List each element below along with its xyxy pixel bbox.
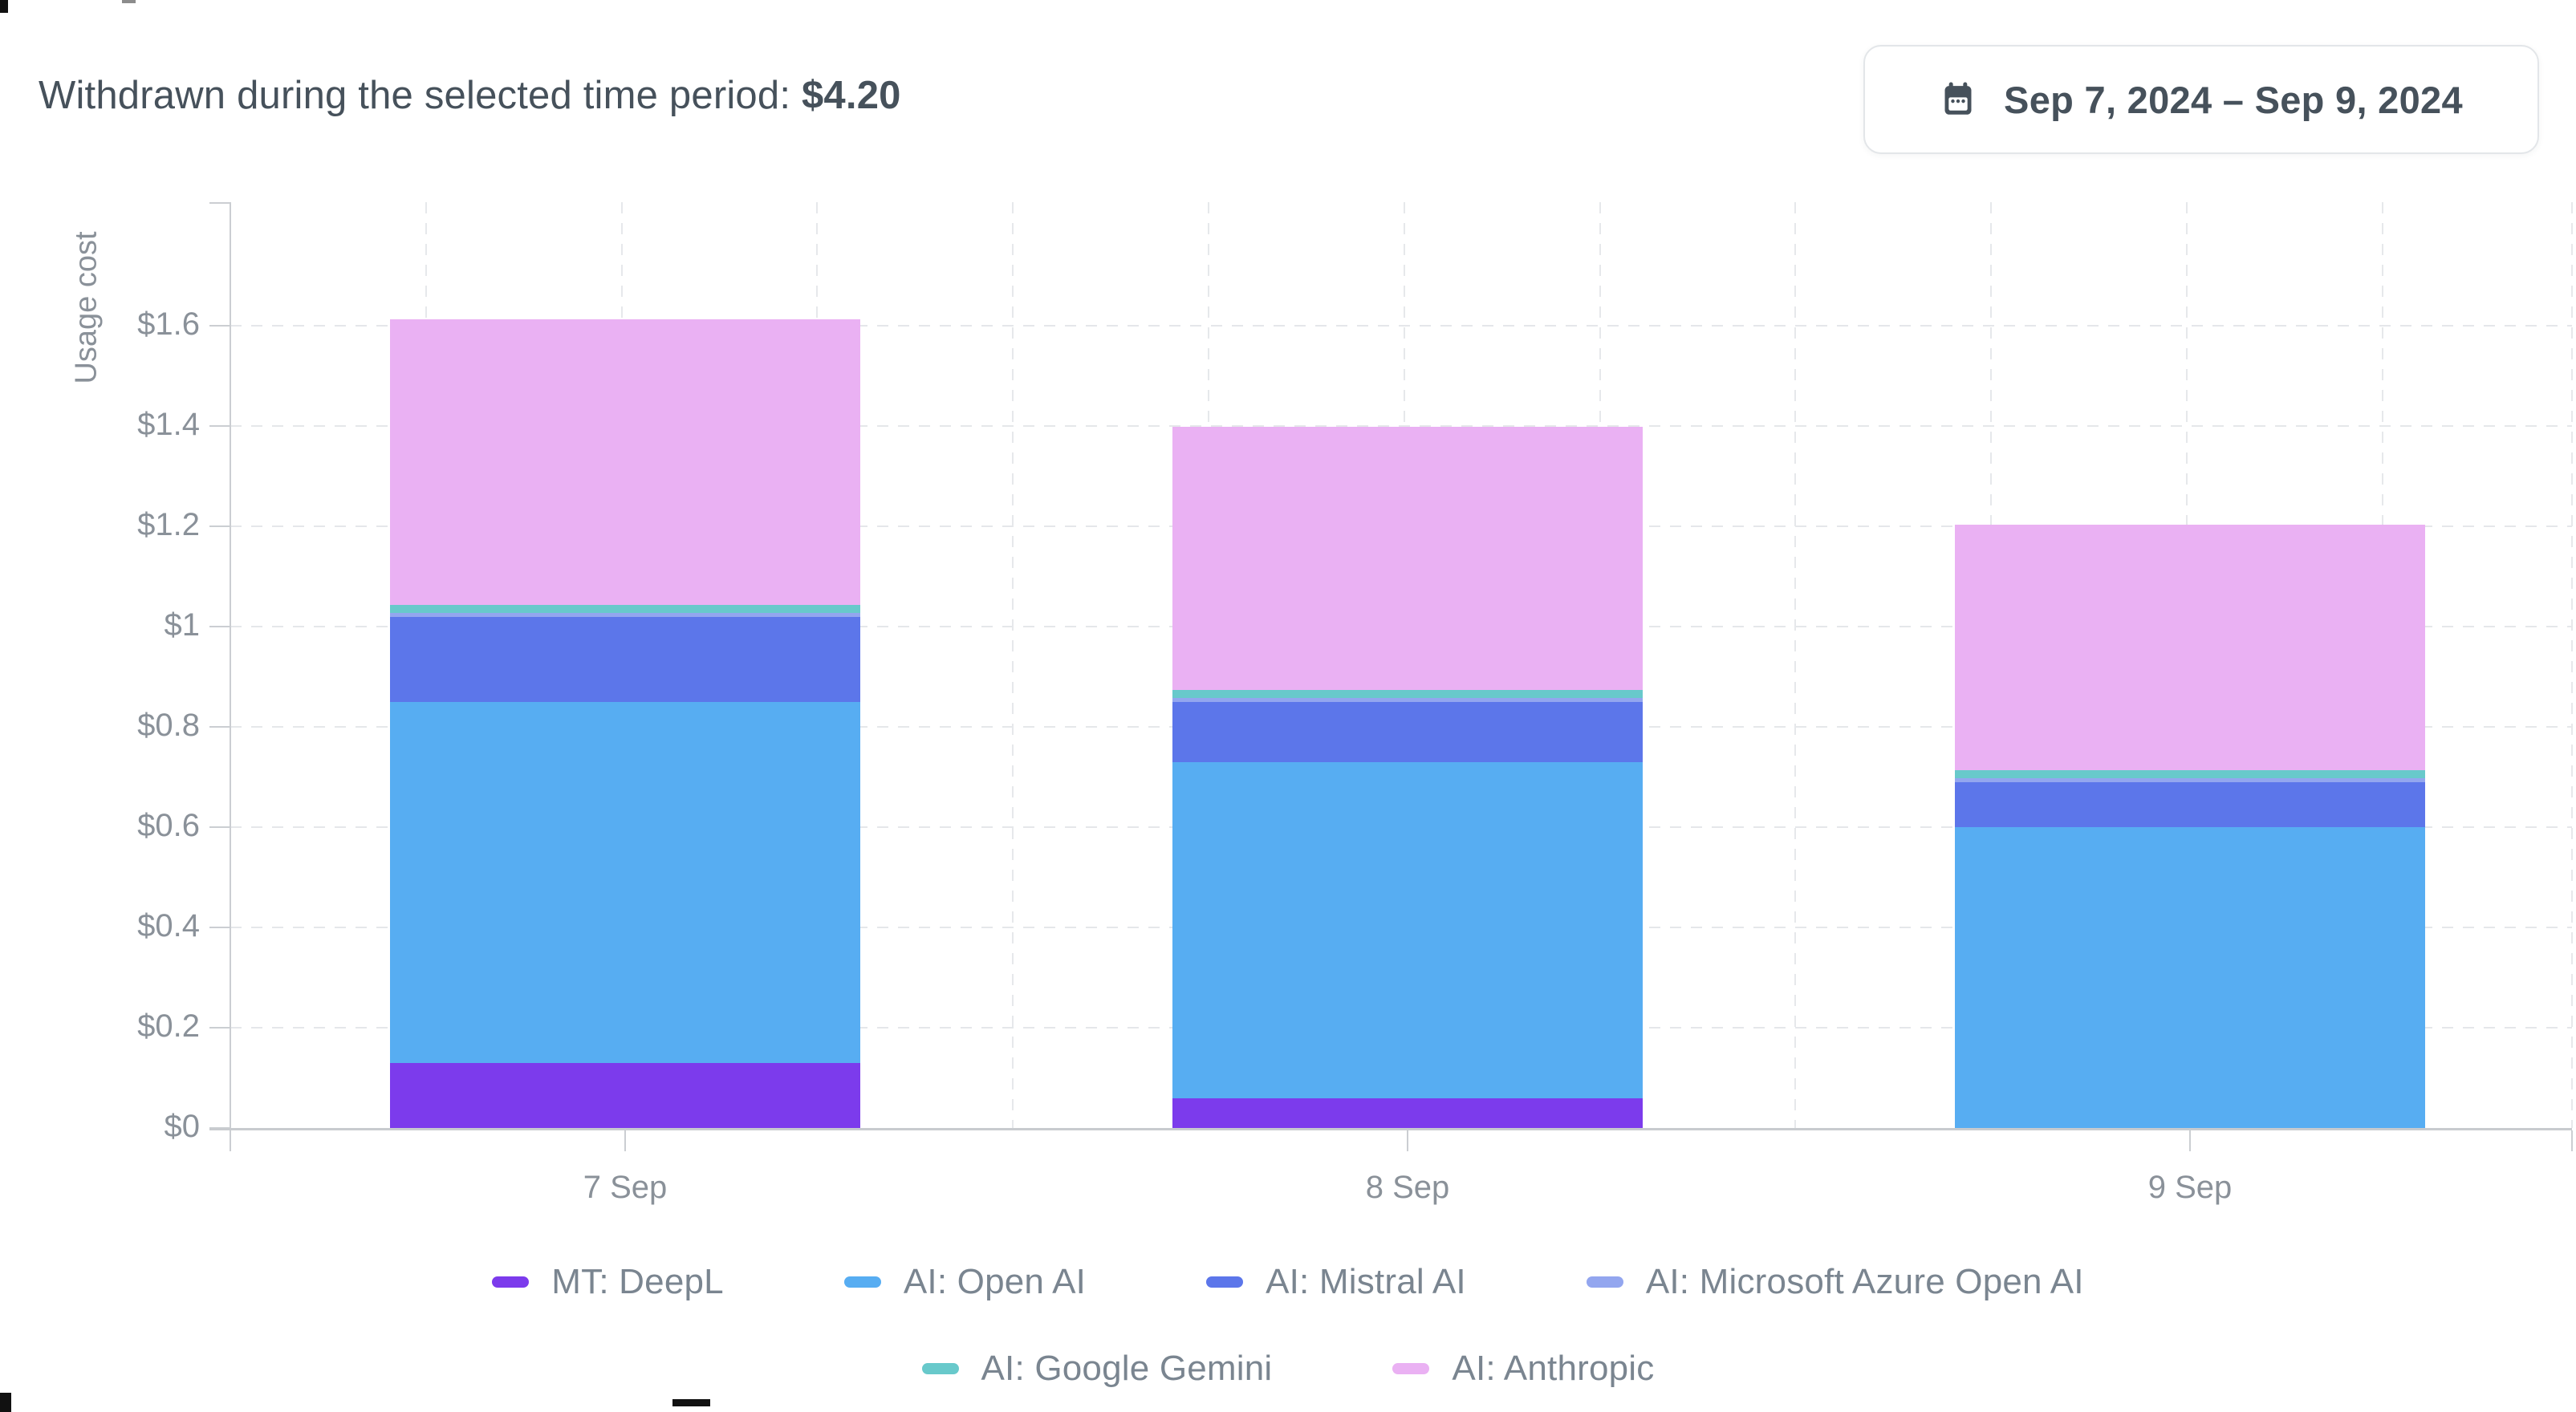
crop-artifact-top-dash [122, 0, 136, 3]
y-axis-label-0: $0 [164, 1109, 201, 1144]
chart-legend-row-2: AI: Google Gemini AI: Anthropic [0, 1348, 2576, 1390]
legend-swatch-ai-mistral-ai [1206, 1276, 1244, 1288]
y-axis-label-1: $0.2 [137, 1008, 200, 1044]
y-axis-label-3: $0.6 [137, 808, 200, 843]
legend-item-ai-open-ai[interactable]: AI: Open AI [843, 1262, 1087, 1302]
legend-item-mt-deepl[interactable]: MT: DeepL [492, 1262, 724, 1302]
y-axis-tick-2 [209, 927, 230, 928]
y-axis-label-4: $0.8 [137, 708, 200, 743]
x-axis-tick-1 [624, 1130, 626, 1151]
bar-segment-8-sep-ai-google-gemini[interactable] [1172, 690, 1643, 698]
legend-label-ai-microsoft-azure-open-ai: AI: Microsoft Azure Open AI [1645, 1262, 2084, 1301]
y-axis-tick-8 [209, 325, 230, 327]
bar-segment-8-sep-mt-deepl[interactable] [1172, 1098, 1643, 1128]
y-axis-tick-6 [209, 525, 230, 527]
page-title-text: Withdrawn during the selected time perio… [39, 74, 791, 117]
legend-label-mt-deepl: MT: DeepL [551, 1262, 724, 1301]
calendar-icon [1944, 82, 1972, 115]
y-axis-tick-4 [209, 726, 230, 728]
bar-segment-7-sep-ai-open-ai[interactable] [390, 701, 860, 1063]
legend-swatch-mt-deepl [492, 1276, 530, 1288]
gridline-h-usd-1.4 [230, 425, 2572, 427]
crop-artifact-top-left [0, 0, 8, 13]
y-axis-label-5: $1 [164, 607, 201, 643]
bar-segment-8-sep-ai-anthropic[interactable] [1172, 427, 1643, 691]
gridline-v-12 [2571, 202, 2573, 1128]
x-axis-tick-2 [1407, 1130, 1408, 1151]
x-axis-label-7-sep: 7 Sep [583, 1170, 668, 1205]
crop-artifact-bottom-left [0, 1393, 11, 1412]
y-axis-tick-7 [209, 425, 230, 427]
y-axis-tick-5 [209, 626, 230, 627]
y-axis-label-2: $0.4 [137, 908, 200, 943]
bar-segment-7-sep-ai-microsoft-azure-open-ai[interactable] [390, 612, 860, 617]
x-axis-label-8-sep: 8 Sep [1365, 1170, 1450, 1205]
legend-label-ai-anthropic: AI: Anthropic [1452, 1349, 1655, 1388]
x-axis-tick-0 [230, 1130, 231, 1151]
legend-item-ai-mistral-ai[interactable]: AI: Mistral AI [1206, 1262, 1466, 1302]
bar-segment-8-sep-ai-mistral-ai[interactable] [1172, 701, 1643, 762]
bar-segment-7-sep-mt-deepl[interactable] [390, 1062, 860, 1128]
legend-item-ai-google-gemini[interactable]: AI: Google Gemini [921, 1349, 1273, 1389]
y-axis-label-8: $1.6 [137, 306, 200, 342]
legend-swatch-ai-anthropic [1392, 1363, 1430, 1374]
crop-artifact-bottom-dash [672, 1399, 710, 1406]
y-axis-line [230, 202, 231, 1128]
y-axis-tick-1 [209, 1027, 230, 1029]
legend-label-ai-google-gemini: AI: Google Gemini [981, 1349, 1273, 1388]
legend-item-ai-microsoft-azure-open-ai[interactable]: AI: Microsoft Azure Open AI [1586, 1262, 2084, 1302]
bar-segment-9-sep-ai-microsoft-azure-open-ai[interactable] [1955, 777, 2425, 782]
page-title: Withdrawn during the selected time perio… [39, 72, 901, 119]
x-axis-tick-3 [2189, 1130, 2191, 1151]
chart-legend-row-1: MT: DeepL AI: Open AI AI: Mistral AI AI: Mi… [0, 1261, 2576, 1303]
x-axis-tick-4 [2571, 1130, 2573, 1151]
legend-item-ai-anthropic[interactable]: AI: Anthropic [1392, 1349, 1654, 1389]
withdrawn-amount: $4.20 [801, 74, 901, 117]
bar-segment-9-sep-ai-anthropic[interactable] [1955, 525, 2425, 771]
gridline-v-8 [1794, 202, 1797, 1128]
date-range-label: Sep 7, 2024 – Sep 9, 2024 [2004, 78, 2463, 121]
legend-label-ai-open-ai: AI: Open AI [903, 1262, 1087, 1301]
legend-label-ai-mistral-ai: AI: Mistral AI [1266, 1262, 1466, 1301]
bar-segment-9-sep-ai-google-gemini[interactable] [1955, 770, 2425, 778]
y-axis-label-6: $1.2 [137, 507, 200, 542]
x-axis-label-9-sep: 9 Sep [2147, 1170, 2233, 1205]
gridline-v-4 [1012, 202, 1014, 1128]
legend-swatch-ai-open-ai [843, 1276, 881, 1288]
bar-segment-9-sep-ai-mistral-ai[interactable] [1955, 781, 2425, 827]
gridline-h-usd-1.6 [230, 325, 2572, 327]
bar-segment-8-sep-ai-open-ai[interactable] [1172, 761, 1643, 1098]
bar-segment-7-sep-ai-google-gemini[interactable] [390, 605, 860, 613]
y-axis-tick-top [209, 202, 230, 204]
bar-segment-7-sep-ai-mistral-ai[interactable] [390, 616, 860, 702]
y-axis-tick-3 [209, 826, 230, 828]
legend-swatch-ai-google-gemini [921, 1363, 959, 1374]
y-axis-label-7: $1.4 [137, 407, 200, 442]
x-axis-line [209, 1128, 2572, 1130]
bar-segment-8-sep-ai-microsoft-azure-open-ai[interactable] [1172, 697, 1643, 702]
legend-swatch-ai-microsoft-azure-open-ai [1586, 1276, 1623, 1288]
bar-segment-9-sep-ai-open-ai[interactable] [1955, 827, 2425, 1128]
date-range-picker[interactable]: Sep 7, 2024 – Sep 9, 2024 [1863, 45, 2539, 154]
bar-segment-7-sep-ai-anthropic[interactable] [390, 319, 860, 606]
